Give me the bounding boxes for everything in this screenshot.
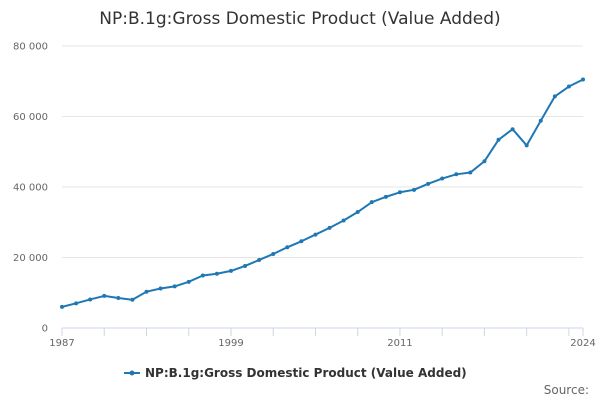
legend-marker-swatch	[129, 370, 135, 376]
data-point[interactable]	[524, 143, 529, 148]
x-tick-label: 2024	[570, 338, 595, 349]
data-point[interactable]	[383, 194, 388, 199]
data-point[interactable]	[538, 118, 543, 123]
data-point[interactable]	[299, 239, 304, 244]
y-tick-label: 80 000	[13, 42, 48, 53]
data-point[interactable]	[552, 94, 557, 99]
data-point[interactable]	[313, 232, 318, 237]
source-label: Source:	[544, 383, 589, 397]
data-point[interactable]	[271, 251, 276, 256]
data-point[interactable]	[581, 77, 585, 82]
data-point[interactable]	[454, 172, 459, 177]
data-point[interactable]	[228, 268, 233, 273]
data-point[interactable]	[74, 301, 79, 306]
x-tick-label: 1987	[49, 338, 74, 349]
data-point[interactable]	[341, 218, 346, 223]
data-point[interactable]	[355, 210, 360, 215]
x-axis: 1987 1999 2011 2024	[49, 327, 596, 349]
y-tick-label: 0	[42, 324, 48, 335]
x-tick-label: 1999	[218, 338, 243, 349]
grid-lines	[62, 45, 583, 258]
y-axis-tick-labels: 0 20 000 40 000 60 000 80 000	[13, 42, 48, 335]
data-point[interactable]	[369, 200, 374, 205]
data-point[interactable]	[510, 127, 515, 132]
data-point[interactable]	[130, 297, 135, 302]
x-tick-label: 2011	[387, 338, 412, 349]
data-point[interactable]	[482, 159, 487, 164]
data-point[interactable]	[102, 293, 107, 298]
data-point[interactable]	[200, 273, 205, 278]
series-line	[61, 78, 584, 308]
legend[interactable]: NP:B.1g:Gross Domestic Product (Value Ad…	[124, 366, 467, 380]
data-point[interactable]	[186, 279, 191, 284]
data-point[interactable]	[116, 296, 121, 301]
data-point[interactable]	[468, 170, 473, 175]
data-point[interactable]	[243, 263, 248, 268]
data-point[interactable]	[144, 289, 149, 294]
y-tick-label: 40 000	[13, 183, 48, 194]
data-point[interactable]	[60, 304, 64, 309]
data-point[interactable]	[426, 181, 431, 186]
data-point[interactable]	[412, 187, 417, 192]
data-point[interactable]	[440, 176, 445, 181]
data-point[interactable]	[214, 271, 219, 276]
data-point[interactable]	[496, 137, 501, 142]
chart-title: NP:B.1g:Gross Domestic Product (Value Ad…	[99, 9, 500, 29]
series-layer	[60, 77, 585, 309]
y-tick-label: 20 000	[13, 253, 48, 264]
data-point[interactable]	[327, 225, 332, 230]
data-point[interactable]	[158, 286, 163, 291]
y-tick-label: 60 000	[13, 112, 48, 123]
legend-label: NP:B.1g:Gross Domestic Product (Value Ad…	[145, 366, 467, 380]
data-point[interactable]	[88, 297, 93, 302]
data-point[interactable]	[257, 257, 262, 262]
data-point[interactable]	[172, 284, 177, 289]
data-point[interactable]	[285, 245, 290, 250]
data-point[interactable]	[566, 84, 571, 89]
data-point[interactable]	[397, 190, 402, 195]
